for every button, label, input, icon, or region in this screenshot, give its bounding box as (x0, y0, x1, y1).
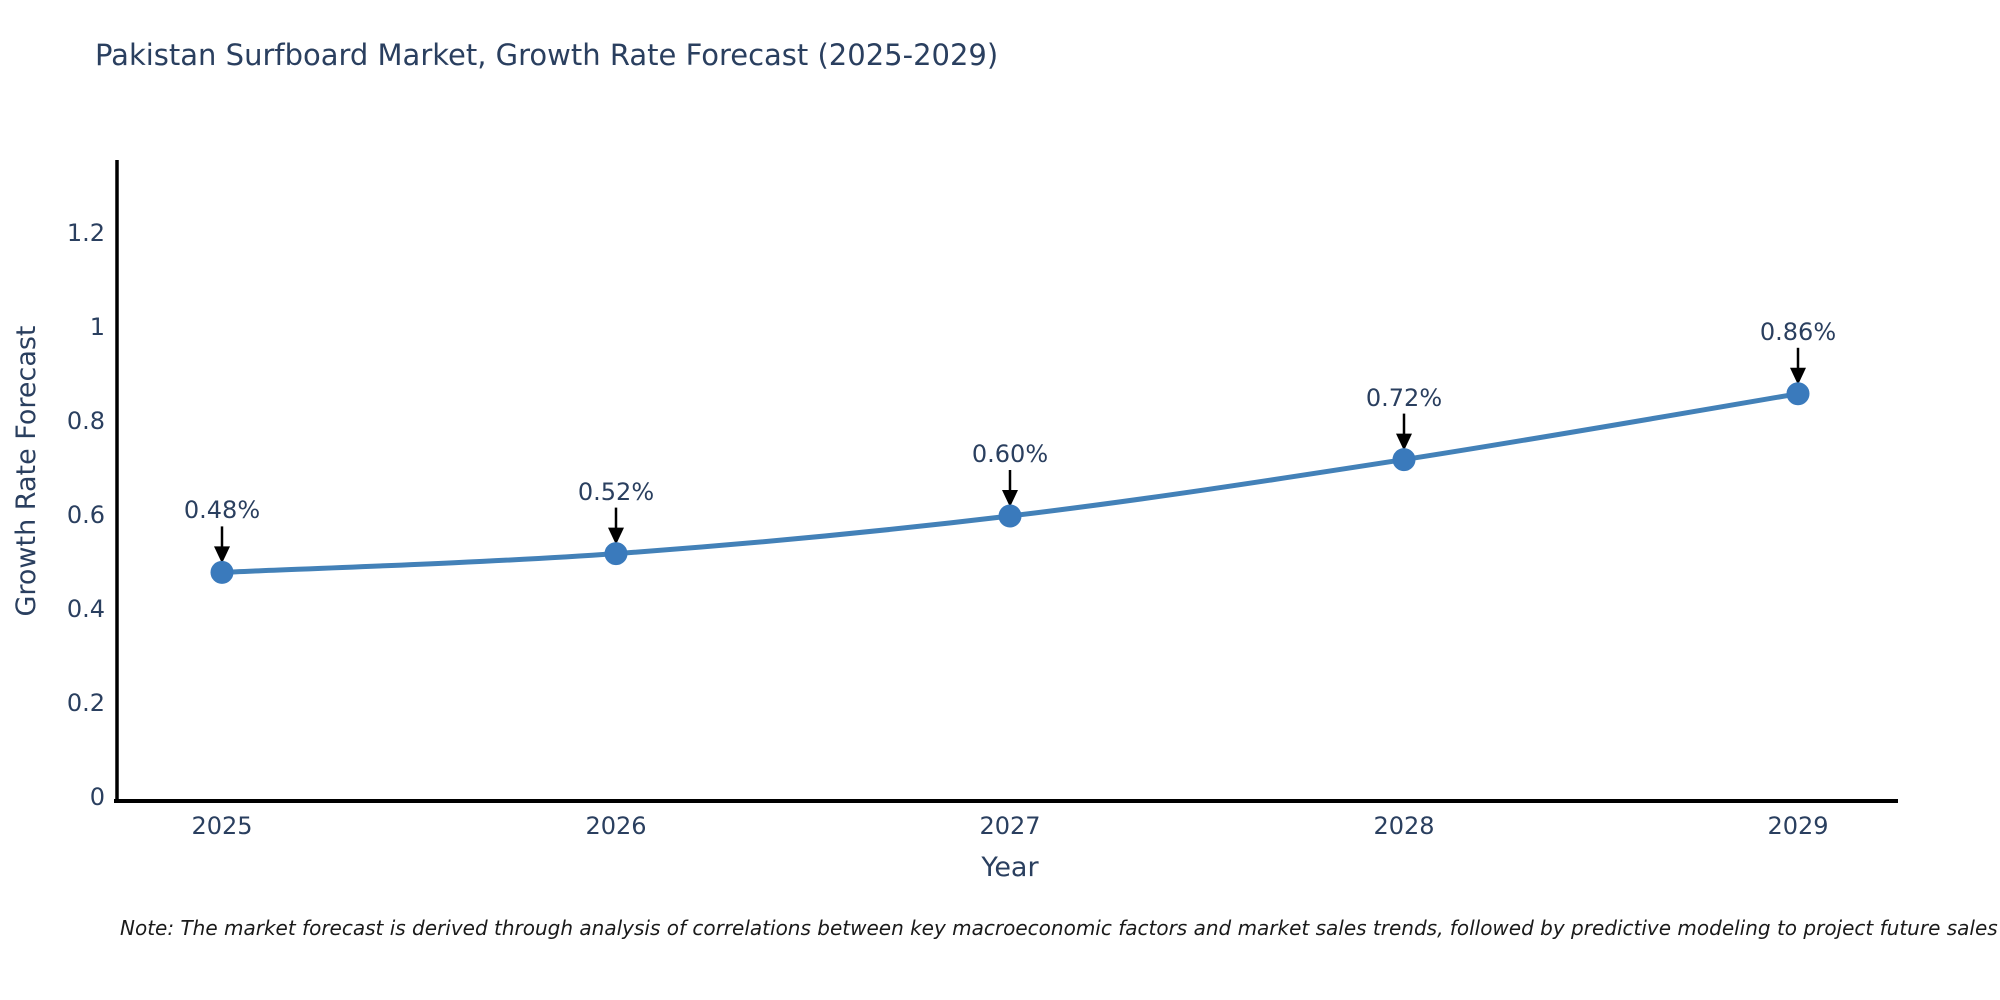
y-tick-label: 0 (89, 783, 105, 811)
y-tick-label: 0.2 (66, 689, 105, 717)
annotation-arrow-head (1002, 490, 1018, 507)
point-value-annotation: 0.48% (183, 496, 261, 525)
point-value-annotation: 0.86% (1759, 317, 1837, 346)
data-point-marker (604, 542, 628, 566)
x-tick-label: 2028 (1373, 812, 1435, 840)
x-axis-title: Year (981, 852, 1039, 883)
y-tick-label: 1 (89, 313, 105, 341)
y-axis-title: Growth Rate Forecast (11, 325, 42, 617)
chart-footnote: Note: The market forecast is derived thr… (120, 916, 1998, 940)
y-tick-label: 1.2 (66, 219, 105, 247)
point-value-annotation: 0.60% (971, 440, 1049, 468)
point-value-annotation: 0.52% (577, 477, 655, 506)
annotation-arrow-head (608, 527, 624, 545)
annotation-arrow-head (1790, 367, 1806, 385)
x-tick-label: 2029 (1767, 812, 1829, 840)
x-tick-label: 2026 (585, 812, 647, 840)
data-point-marker (210, 560, 234, 584)
annotation-arrow-head (214, 546, 230, 564)
data-point-marker (1392, 448, 1416, 472)
y-tick-label: 0.4 (66, 595, 105, 623)
x-tick-label: 2025 (191, 812, 253, 840)
x-tick-label: 2027 (979, 812, 1041, 840)
chart-title: Pakistan Surfboard Market, Growth Rate F… (95, 38, 999, 72)
data-point-marker (998, 504, 1022, 528)
point-value-annotation: 0.72% (1365, 383, 1443, 412)
data-point-marker (1786, 382, 1810, 406)
annotation-arrow-head (1396, 433, 1412, 451)
y-tick-label: 0.8 (66, 407, 105, 435)
y-tick-label: 0.6 (66, 501, 105, 529)
